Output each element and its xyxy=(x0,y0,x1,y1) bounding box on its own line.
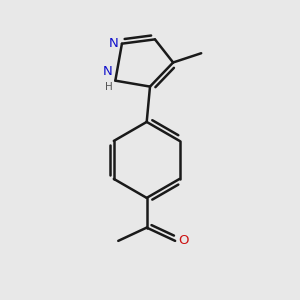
Text: N: N xyxy=(109,37,118,50)
Text: N: N xyxy=(103,65,113,78)
Text: O: O xyxy=(178,234,189,248)
Text: H: H xyxy=(105,82,113,92)
